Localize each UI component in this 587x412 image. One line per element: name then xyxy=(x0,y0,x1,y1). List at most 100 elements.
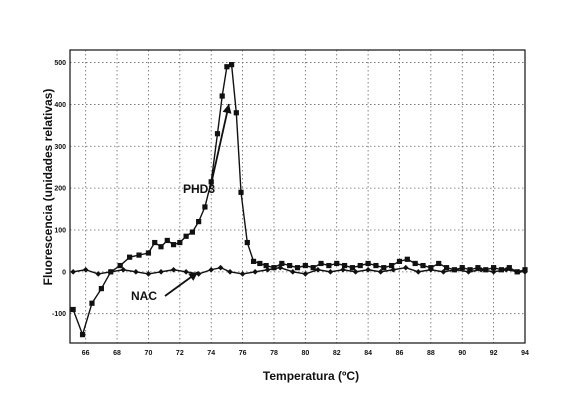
series-nac-point xyxy=(289,269,296,275)
series-nac-point xyxy=(377,269,384,275)
annotations-layer: PHD3 NAC xyxy=(131,103,232,303)
series-nac-point xyxy=(415,269,422,275)
series-phd3-point xyxy=(498,267,505,273)
series-phd3-point xyxy=(89,300,95,306)
annotation-phd3-arrowhead xyxy=(222,104,232,114)
axis-ticks: 66 68 70 72 74 76 78 80 82 84 86 88 90 92 94 -100 0 100 20… xyxy=(52,60,529,357)
series-nac xyxy=(70,264,528,277)
series-phd3-point xyxy=(404,256,410,262)
x-tick-label: 76 xyxy=(239,350,247,357)
series-phd3-point xyxy=(238,189,244,195)
series-phd3-point xyxy=(381,265,387,271)
series-nac-point xyxy=(217,264,224,271)
series-phd3-point xyxy=(334,260,340,267)
series-phd3-point xyxy=(506,265,512,271)
x-tick-label: 88 xyxy=(427,350,435,357)
series-nac-point xyxy=(158,269,164,275)
x-tick-label: 80 xyxy=(301,350,309,357)
series-phd3-point xyxy=(467,267,473,273)
x-tick-label: 66 xyxy=(82,350,90,357)
series-nac-point xyxy=(95,271,102,277)
series-phd3-point xyxy=(341,262,348,269)
x-tick-label: 84 xyxy=(364,350,372,357)
series-phd3-point xyxy=(117,262,123,269)
series-phd3-point xyxy=(70,306,76,313)
series-phd3-point xyxy=(250,258,257,264)
series-nac-point xyxy=(208,266,215,273)
series-nac-point xyxy=(227,269,233,275)
series-nac-point xyxy=(453,266,459,273)
series-phd3-point xyxy=(279,260,285,267)
series-phd3-point xyxy=(436,260,442,267)
series-nac-point xyxy=(515,269,522,275)
annotation-nac-arrowhead xyxy=(188,272,198,281)
x-tick-label: 86 xyxy=(396,350,404,357)
x-tick-label: 92 xyxy=(490,350,498,357)
series-phd3-point xyxy=(202,204,208,210)
x-tick-label: 82 xyxy=(333,350,341,357)
x-axis-title: Temperatura (ºC) xyxy=(263,369,359,383)
y-tick-label: -100 xyxy=(52,311,66,318)
series-layer xyxy=(70,62,528,338)
series-phd3-point xyxy=(459,265,465,271)
series-nac-point xyxy=(490,269,497,275)
series-nac-point xyxy=(183,269,189,275)
annotation-phd3-label: PHD3 xyxy=(183,182,215,196)
series-phd3-point xyxy=(326,262,332,269)
y-tick-label: 0 xyxy=(62,269,66,276)
series-nac-point xyxy=(390,266,397,273)
series-nac-point xyxy=(402,264,409,271)
series-phd3-point xyxy=(373,262,379,269)
series-nac-point xyxy=(264,266,271,273)
series-nac-point xyxy=(522,269,528,275)
series-phd3-point xyxy=(214,131,221,137)
series-phd3-point xyxy=(443,265,450,271)
series-nac-point xyxy=(252,269,258,275)
series-phd3-point xyxy=(412,260,418,267)
series-phd3-point xyxy=(310,265,316,271)
series-nac-point xyxy=(315,266,321,273)
y-tick-label: 400 xyxy=(54,102,66,109)
series-nac-point xyxy=(145,271,152,277)
series-phd3-point xyxy=(483,267,489,273)
series-nac-point xyxy=(440,269,447,275)
series-phd3-point xyxy=(365,260,371,267)
series-phd3-point xyxy=(219,93,225,99)
series-phd3-point xyxy=(294,265,301,271)
series-phd3-point xyxy=(420,262,426,269)
series-phd3-point xyxy=(152,239,158,246)
series-phd3-point xyxy=(233,110,239,116)
series-phd3-point xyxy=(145,250,152,256)
annotation-nac-label: NAC xyxy=(131,289,157,303)
series-phd3-point xyxy=(98,285,104,292)
series-phd3-point xyxy=(183,233,189,239)
series-nac-point xyxy=(340,266,346,273)
x-tick-label: 78 xyxy=(270,350,278,357)
x-tick-label: 68 xyxy=(113,350,121,357)
x-tick-label: 70 xyxy=(145,350,153,357)
series-nac-point xyxy=(365,266,371,273)
series-nac-point xyxy=(302,271,309,277)
series-phd3 xyxy=(70,62,528,338)
series-nac-point xyxy=(327,269,334,275)
x-tick-label: 72 xyxy=(176,350,184,357)
series-phd3-point xyxy=(389,262,395,269)
series-nac-point xyxy=(133,269,139,275)
series-phd3-point xyxy=(263,262,269,269)
series-phd3-point xyxy=(318,260,324,267)
series-phd3-point xyxy=(357,262,363,269)
series-nac-point xyxy=(428,266,434,273)
series-nac-point xyxy=(478,266,484,273)
series-phd3-point xyxy=(257,260,263,267)
series-nac-point xyxy=(120,266,127,273)
series-phd3-point xyxy=(302,262,308,269)
series-phd3-point xyxy=(158,244,164,250)
series-nac-point xyxy=(82,266,89,273)
plot-frame xyxy=(69,49,526,344)
series-phd3-point xyxy=(229,62,235,68)
y-tick-label: 100 xyxy=(54,227,66,234)
y-tick-label: 300 xyxy=(54,144,66,151)
series-nac-point xyxy=(239,271,246,277)
series-phd3-point xyxy=(287,262,293,269)
